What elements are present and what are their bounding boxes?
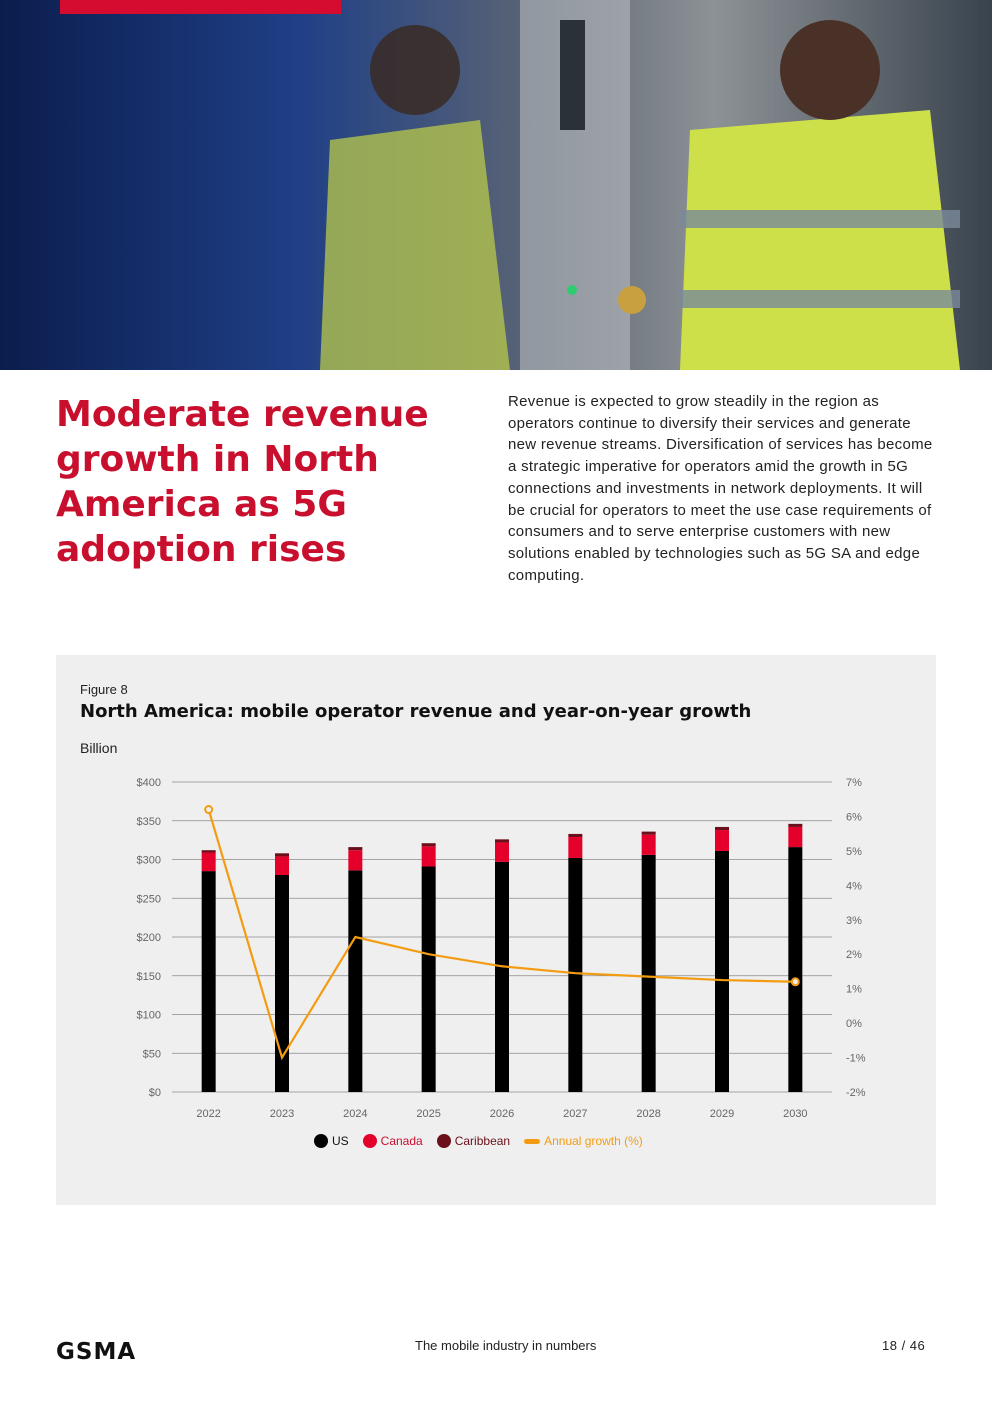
bar-canada (421, 846, 436, 867)
x-tick-label: 2030 (783, 1108, 807, 1120)
bar-canada (788, 826, 803, 848)
bar-us (788, 847, 803, 1092)
bar-us (568, 857, 583, 1092)
legend-label-us: US (332, 1134, 349, 1148)
x-tick-label: 2027 (563, 1108, 587, 1120)
x-tick-label: 2022 (196, 1108, 220, 1120)
bar-us (275, 875, 289, 1092)
y-left-tick-label: $0 (149, 1087, 161, 1099)
svg-text:GSMA: GSMA (56, 1339, 136, 1361)
bar-caribbean (715, 826, 729, 831)
y-right-tick-label: 7% (846, 777, 862, 789)
y-left-tick-label: $300 (137, 855, 161, 867)
bar-us (495, 861, 509, 1092)
legend-item-caribbean: Caribbean (436, 1134, 511, 1148)
growth-endpoint-marker (204, 805, 214, 815)
y-right-tick-label: 5% (846, 846, 862, 858)
bar-caribbean (568, 833, 583, 838)
bar-canada (715, 830, 729, 851)
bar-us (641, 854, 656, 1092)
chart-legend: US Canada Caribbean Annual growth (%) (314, 1134, 643, 1148)
growth-endpoint-marker (790, 977, 800, 987)
legend-swatch-growth (524, 1138, 541, 1144)
legend-item-us: US (314, 1134, 349, 1148)
figure-label: Figure 8 (80, 682, 128, 697)
bar-caribbean (641, 831, 656, 835)
legend-label-caribbean: Caribbean (454, 1134, 511, 1148)
bar-caribbean (275, 853, 289, 857)
x-tick-label: 2023 (270, 1108, 294, 1120)
revenue-chart: $0 $50 $100 $150 $200 $250 $300 $350 $400 -2% -1% 0… (137, 777, 866, 1120)
y-left-tick-label: $250 (137, 893, 161, 905)
legend-swatch-us (314, 1134, 328, 1148)
y-right-tick-label: 6% (846, 811, 862, 823)
y-left-tick-label: $150 (137, 971, 161, 983)
accent-bar (60, 0, 341, 14)
y-axis-unit: Billion (80, 740, 118, 756)
y-left-tick-label: $400 (137, 777, 161, 789)
bar-canada (275, 856, 289, 875)
bar-canada (495, 842, 509, 862)
y-right-tick-label: -1% (846, 1053, 866, 1065)
bar-canada (201, 852, 216, 872)
gsma-logo: GSMA (56, 1339, 180, 1366)
x-tick-label: 2024 (343, 1108, 367, 1120)
x-tick-label: 2026 (490, 1108, 514, 1120)
y-left-tick-label: $200 (137, 932, 161, 944)
y-left-tick-label: $50 (143, 1048, 161, 1060)
y-right-tick-label: 0% (846, 1018, 862, 1030)
page-headline: Moderate revenue growth in North America… (56, 394, 429, 570)
y-right-tick-label: -2% (846, 1087, 866, 1099)
bar-caribbean (788, 823, 803, 827)
hero-photo (0, 0, 992, 370)
y-right-tick-label: 1% (846, 984, 862, 996)
y-left-tick-label: $350 (137, 816, 161, 828)
bar-us (715, 850, 729, 1092)
bar-canada (348, 850, 363, 871)
figure-panel: Figure 8 North America: mobile operator … (56, 655, 936, 1205)
legend-swatch-canada (362, 1134, 377, 1148)
y-right-tick-label: 4% (846, 880, 862, 892)
y-right-tick-label: 3% (846, 915, 862, 927)
gsma-logo-mark: GSMA (56, 1339, 136, 1365)
figure-title: North America: mobile operator revenue a… (80, 701, 752, 722)
legend-item-growth: Annual growth (%) (524, 1134, 643, 1148)
footer-publication-title: The mobile industry in numbers (415, 1338, 597, 1353)
bar-us (201, 871, 216, 1092)
intro-paragraph: Revenue is expected to grow steadily in … (508, 393, 933, 584)
x-tick-label: 2028 (636, 1108, 660, 1120)
growth-line (207, 809, 796, 1061)
y-right-tick-label: 2% (846, 949, 862, 961)
legend-item-canada: Canada (362, 1134, 423, 1148)
bar-canada (641, 834, 656, 855)
bar-caribbean (348, 847, 363, 851)
bar-caribbean (201, 850, 216, 853)
bar-us (421, 866, 436, 1092)
x-tick-label: 2025 (416, 1108, 440, 1120)
bar-canada (568, 837, 583, 858)
page-number: 18 / 46 (882, 1338, 926, 1353)
x-tick-label: 2029 (710, 1108, 734, 1120)
bar-caribbean (421, 843, 436, 847)
bar-us (348, 870, 363, 1092)
legend-label-growth: Annual growth (%) (544, 1134, 643, 1148)
hero-photo-illustration (0, 0, 992, 370)
legend-swatch-caribbean (436, 1134, 451, 1148)
y-left-tick-label: $100 (137, 1010, 161, 1022)
legend-label-canada: Canada (380, 1134, 423, 1148)
bar-caribbean (495, 839, 509, 843)
